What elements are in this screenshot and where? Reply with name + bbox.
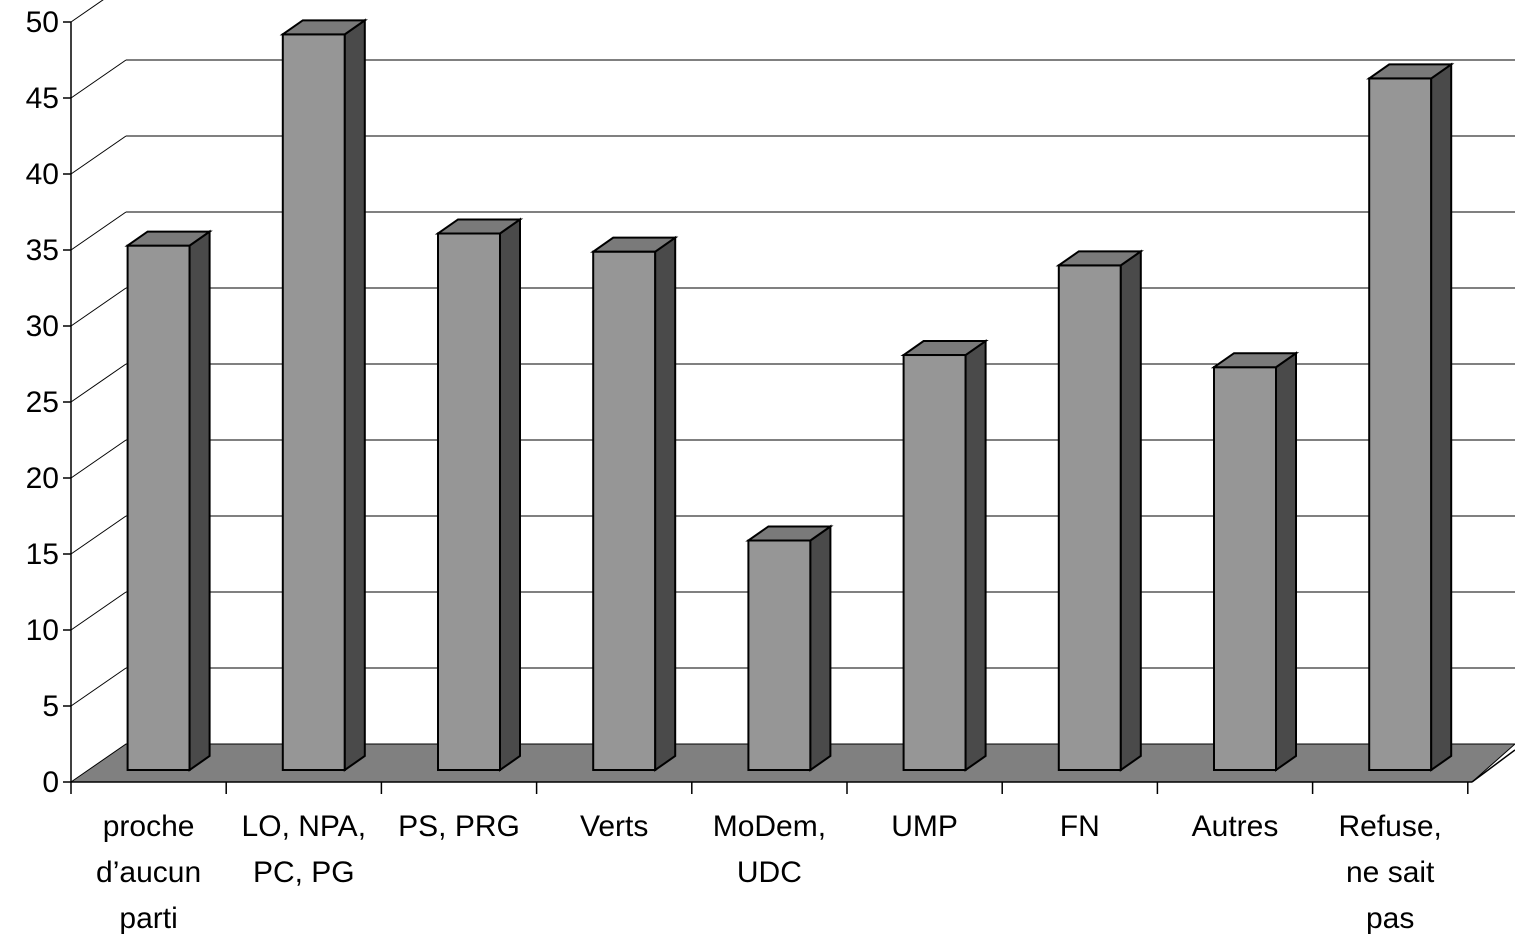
x-tick-label: MoDem, UDC: [713, 810, 826, 889]
gridline-depth: [70, 59, 127, 99]
x-tick-label-line: d’aucun: [96, 856, 201, 889]
x-tick-label-line: PS, PRG: [398, 810, 520, 843]
gridline-depth: [70, 135, 127, 175]
bar-side: [499, 217, 521, 772]
bar-side: [1430, 62, 1453, 772]
y-tick-label: 40: [26, 158, 59, 191]
gridline-depth: [70, 363, 127, 403]
bar-top: [745, 525, 834, 542]
x-tick-label-line: UMP: [891, 810, 958, 843]
y-tick-label: 30: [26, 310, 59, 343]
x-tick-label: FN: [1060, 810, 1100, 843]
bar: [590, 235, 679, 772]
y-tick-label: 35: [26, 234, 59, 267]
y-tick-label: 20: [26, 462, 59, 495]
x-tick-label: LO, NPA, PC, PG: [242, 810, 366, 889]
bar: [1366, 62, 1455, 772]
x-tick-label-line: pas: [1366, 902, 1414, 935]
y-tick-label: 45: [26, 82, 59, 115]
bar-side: [188, 229, 211, 772]
x-tick-label-line: UDC: [737, 856, 802, 889]
x-tick-label-line: ne sait: [1346, 856, 1435, 889]
x-tick-label: UMP: [891, 810, 958, 843]
bar-side: [964, 339, 987, 772]
y-tick-label: 15: [26, 538, 59, 571]
gridline-depth: [70, 287, 127, 327]
bar: [279, 18, 368, 772]
x-tick-label-line: Verts: [580, 810, 648, 843]
bar-front: [747, 539, 812, 771]
gridline-depth: [70, 591, 127, 631]
x-tick-label-line: PC, PG: [253, 856, 355, 889]
x-tick-label: proche d’aucun parti: [96, 810, 201, 935]
bar-top: [1366, 63, 1455, 80]
bar-front: [126, 244, 191, 772]
bar-front: [1213, 366, 1277, 771]
bar-side: [343, 18, 366, 772]
bars: [124, 18, 1455, 772]
x-tick-label-line: Autres: [1192, 810, 1279, 843]
gridline-depth: [70, 439, 127, 479]
x-tick-label-line: FN: [1060, 810, 1100, 843]
y-tick-label: 50: [26, 6, 59, 39]
y-tick-label: 25: [26, 386, 59, 419]
bar-top: [124, 230, 213, 247]
bar-side: [1275, 351, 1297, 772]
x-tick-label-line: MoDem,: [713, 810, 826, 843]
x-tick-label: Refuse, ne sait pas: [1339, 810, 1442, 935]
bar-top: [1055, 250, 1144, 267]
bar-side: [654, 235, 677, 772]
gridline-depth: [70, 515, 127, 555]
bar-front: [592, 250, 657, 771]
axes: [63, 21, 1515, 794]
bar: [434, 217, 524, 772]
bar-top: [279, 19, 368, 36]
bar-top: [900, 340, 989, 357]
bar-top: [590, 236, 679, 253]
gridline-depth: [70, 667, 127, 707]
bar-top: [1210, 352, 1300, 369]
bar-side: [809, 524, 832, 772]
x-tick-label: Autres: [1192, 810, 1279, 843]
x-tick-label: Verts: [580, 810, 648, 843]
bar: [124, 229, 213, 772]
bar: [900, 339, 989, 772]
bar: [1055, 249, 1144, 772]
gridline-depth: [70, 211, 127, 251]
bar: [745, 524, 834, 772]
bar: [1210, 351, 1300, 772]
bar-front: [1368, 77, 1433, 771]
x-tick-label-line: parti: [119, 902, 177, 935]
x-tick-label-line: proche: [103, 810, 195, 843]
y-tick-label: 10: [26, 614, 59, 647]
y-tick-label: 5: [42, 690, 59, 723]
labels: 0 5 10 15 20 25 30 35 40 45 50 proche d’aucun parti LO…: [26, 6, 1442, 935]
gridline-depth: [70, 0, 104, 23]
bar-front: [902, 354, 967, 771]
x-tick-label-line: Refuse,: [1339, 810, 1442, 843]
bar-front: [437, 232, 501, 771]
x-tick-label-line: LO, NPA,: [242, 810, 366, 843]
bar-top: [434, 218, 524, 235]
x-tick-label: PS, PRG: [398, 810, 520, 843]
bar-front: [281, 33, 346, 771]
bar-front: [1057, 264, 1122, 771]
y-tick-label: 0: [42, 766, 59, 799]
x-axis-depth: [1471, 749, 1515, 783]
bar-side: [1119, 249, 1142, 772]
